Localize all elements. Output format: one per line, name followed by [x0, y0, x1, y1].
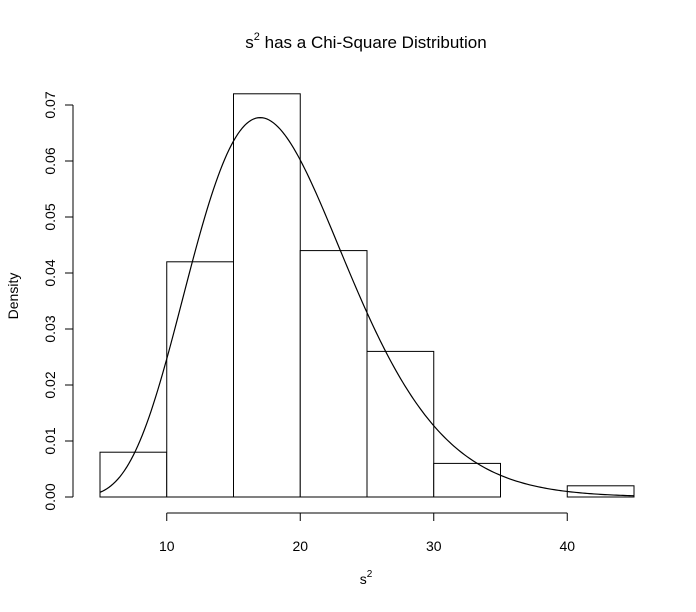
histogram-bar-2: [166, 261, 234, 498]
histogram-bars: [99, 93, 635, 498]
y-tick-label: 0.04: [42, 259, 58, 286]
y-tick-label: 0.05: [42, 203, 58, 230]
chart-title: s2 has a Chi-Square Distribution: [245, 31, 486, 52]
histogram-bar-6: [433, 462, 501, 498]
y-tick-label: 0.02: [42, 371, 58, 398]
y-tick-label: 0.07: [42, 91, 58, 118]
y-tick-label: 0.03: [42, 315, 58, 342]
histogram-bar-3: [233, 93, 301, 498]
x-tick-label: 30: [426, 538, 442, 554]
histogram-bar-4: [299, 250, 368, 498]
x-tick-label: 10: [159, 538, 175, 554]
x-axis: 10 20 30 40: [159, 512, 575, 554]
x-axis-label: s2: [360, 569, 373, 587]
x-tick-label: 20: [292, 538, 308, 554]
y-tick-label: 0.01: [42, 427, 58, 454]
density-curve: [99, 116, 635, 497]
y-tick-label: 0.00: [42, 483, 58, 510]
histogram-bar-1: [99, 451, 168, 498]
y-axis-label: Density: [5, 273, 21, 320]
y-axis: 0.00 0.01 0.02 0.03 0.04 0.05 0.06 0.07: [42, 91, 74, 511]
y-tick-label: 0.06: [42, 147, 58, 174]
histogram-bar-5: [366, 350, 435, 498]
x-tick-label: 40: [559, 538, 575, 554]
